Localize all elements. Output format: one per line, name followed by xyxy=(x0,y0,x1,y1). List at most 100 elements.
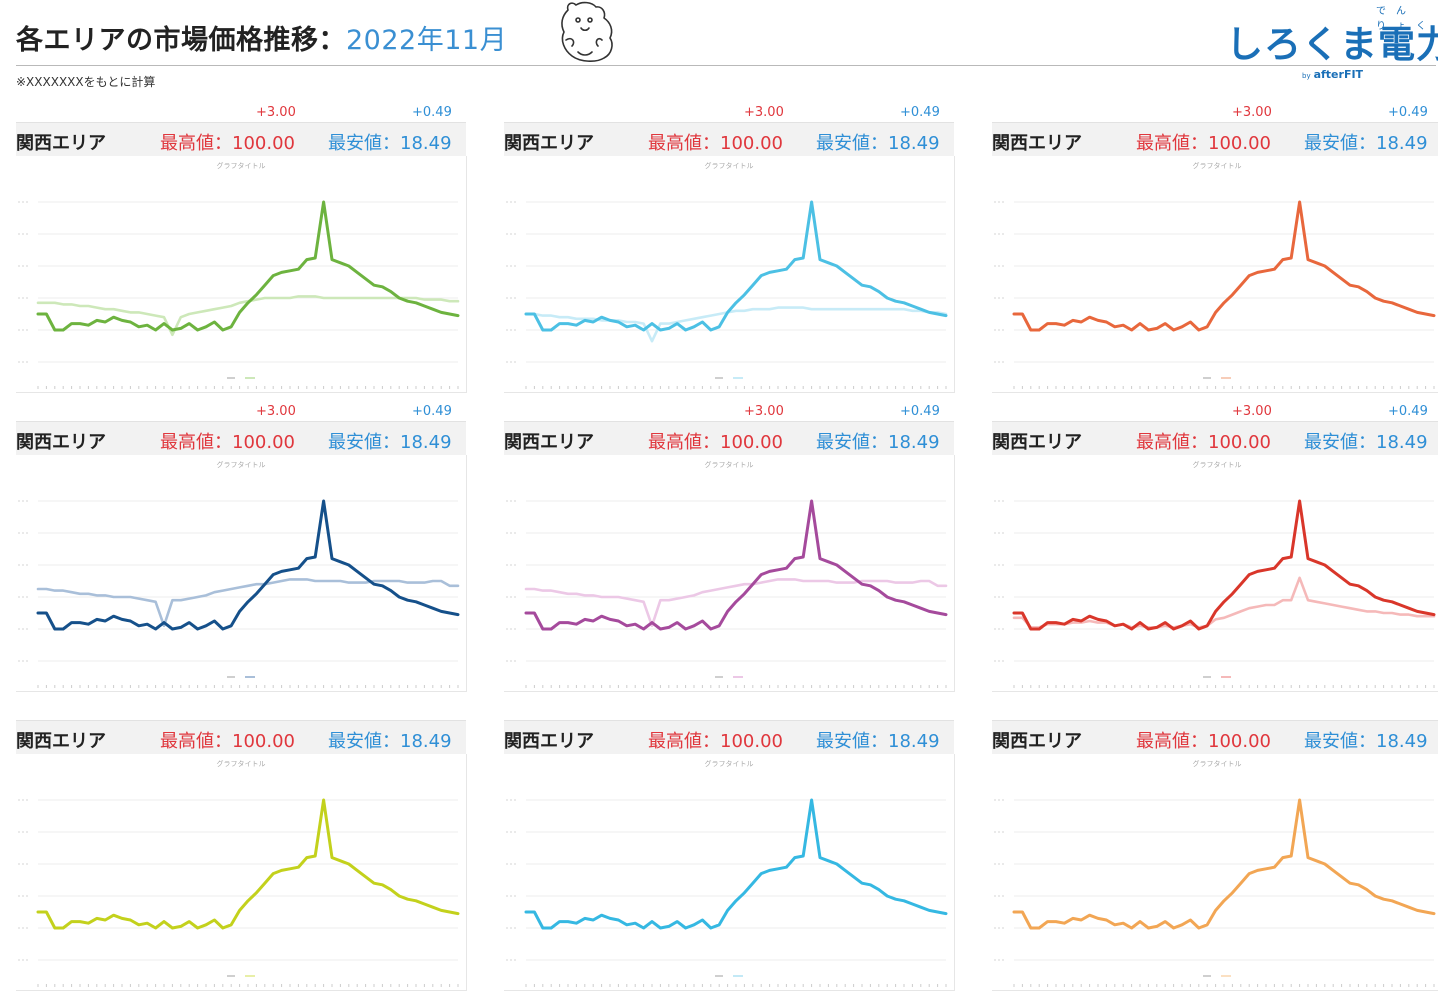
series-line-price xyxy=(1012,499,1436,631)
chart-title: グラフタイトル xyxy=(1193,460,1242,469)
series-line-price xyxy=(524,200,948,332)
min-value: 最安値：18.49 xyxy=(816,432,940,453)
chart-title: グラフタイトル xyxy=(1193,161,1242,170)
delta-down: +0.49 xyxy=(1388,105,1428,120)
line-chart: グラフタイトル xyxy=(994,759,1436,987)
chart-title: グラフタイトル xyxy=(1193,759,1242,768)
area-name: 関西エリア xyxy=(16,133,106,154)
panel-header: 関西エリア 最高値：100.00 最安値：18.49 xyxy=(504,421,954,456)
chart-title: グラフタイトル xyxy=(217,759,266,768)
series-line-reference xyxy=(36,578,460,628)
brand-logo: でん りょく しろくま電力 by afterFIT xyxy=(1226,6,1438,81)
chart-panel: 関西エリア 最高値：100.00 最安値：18.49 グラフタイトル xyxy=(504,720,955,991)
area-name: 関西エリア xyxy=(504,731,594,752)
delta-up: +3.00 xyxy=(256,404,296,419)
title-date: 2022年11月 xyxy=(346,25,508,56)
chart-panel: +3.00 +0.49 関西エリア 最高値：100.00 最安値：18.49 グラフタイト… xyxy=(504,105,955,393)
series-line-price xyxy=(524,499,948,631)
max-value: 最高値：100.00 xyxy=(160,731,295,752)
chart-title: グラフタイトル xyxy=(705,759,754,768)
delta-up: +3.00 xyxy=(1232,404,1272,419)
area-name: 関西エリア xyxy=(16,432,106,453)
chart-panel: +3.00 +0.49 関西エリア 最高値：100.00 最安値：18.49 グラフタイト… xyxy=(16,404,467,692)
delta-down: +0.49 xyxy=(412,105,452,120)
logo-text: しろくま電力 xyxy=(1226,23,1438,66)
max-value: 最高値：100.00 xyxy=(648,731,783,752)
line-chart: グラフタイトル xyxy=(18,161,460,389)
max-value: 最高値：100.00 xyxy=(160,133,295,154)
delta-down: +0.49 xyxy=(900,404,940,419)
area-name: 関西エリア xyxy=(504,133,594,154)
chart-panel: 関西エリア 最高値：100.00 最安値：18.49 グラフタイトル xyxy=(16,720,467,991)
line-chart: グラフタイトル xyxy=(18,460,460,688)
plot-area: グラフタイトル xyxy=(504,156,955,393)
area-name: 関西エリア xyxy=(992,432,1082,453)
series-line-price xyxy=(1012,798,1436,930)
series-line-reference xyxy=(524,578,948,628)
panel-header: 関西エリア 最高値：100.00 最安値：18.49 xyxy=(16,122,466,157)
delta-up: +3.00 xyxy=(744,105,784,120)
area-name: 関西エリア xyxy=(992,731,1082,752)
series-line-reference xyxy=(524,306,948,343)
plot-area: グラフタイトル xyxy=(16,156,467,393)
panel-header: 関西エリア 最高値：100.00 最安値：18.49 xyxy=(504,122,954,157)
area-name: 関西エリア xyxy=(16,731,106,752)
max-value: 最高値：100.00 xyxy=(160,432,295,453)
delta-up: +3.00 xyxy=(256,105,296,120)
chart-panel: +3.00 +0.49 関西エリア 最高値：100.00 最安値：18.49 グラフタイト… xyxy=(16,105,467,393)
plot-area: グラフタイトル xyxy=(992,754,1438,991)
chart-title: グラフタイトル xyxy=(217,161,266,170)
logo-subtitle: by afterFIT xyxy=(1302,68,1363,81)
series-line-price xyxy=(36,200,460,332)
header-divider xyxy=(16,65,1436,66)
panel-header: 関西エリア 最高値：100.00 最安値：18.49 xyxy=(16,720,466,755)
panel-header: 関西エリア 最高値：100.00 最安値：18.49 xyxy=(992,720,1438,755)
delta-up: +3.00 xyxy=(1232,105,1272,120)
panel-header: 関西エリア 最高値：100.00 最安値：18.49 xyxy=(992,421,1438,456)
logo-ruby: でん りょく xyxy=(1376,6,1436,32)
plot-area: グラフタイトル xyxy=(504,455,955,692)
series-line-price xyxy=(1012,200,1436,332)
polar-bear-icon xyxy=(561,1,613,62)
chart-title: グラフタイトル xyxy=(705,161,754,170)
chart-title: グラフタイトル xyxy=(705,460,754,469)
chart-panel: +3.00 +0.49 関西エリア 最高値：100.00 最安値：18.49 グラフタイト… xyxy=(992,404,1438,692)
max-value: 最高値：100.00 xyxy=(1136,731,1271,752)
min-value: 最安値：18.49 xyxy=(328,133,452,154)
min-value: 最安値：18.49 xyxy=(1304,432,1428,453)
series-line-price xyxy=(36,499,460,631)
delta-up: +3.00 xyxy=(744,404,784,419)
max-value: 最高値：100.00 xyxy=(648,133,783,154)
line-chart: グラフタイトル xyxy=(506,161,948,389)
min-value: 最安値：18.49 xyxy=(816,731,940,752)
delta-down: +0.49 xyxy=(1388,404,1428,419)
logo-company: afterFIT xyxy=(1313,68,1364,81)
max-value: 最高値：100.00 xyxy=(648,432,783,453)
min-value: 最安値：18.49 xyxy=(328,432,452,453)
logo-by: by xyxy=(1302,72,1311,80)
source-note: ※XXXXXXXをもとに計算 xyxy=(16,75,156,89)
plot-area: グラフタイトル xyxy=(16,754,467,991)
line-chart: グラフタイトル xyxy=(994,161,1436,389)
delta-down: +0.49 xyxy=(900,105,940,120)
series-line-reference xyxy=(1012,576,1436,629)
panel-header: 関西エリア 最高値：100.00 最安値：18.49 xyxy=(992,122,1438,157)
max-value: 最高値：100.00 xyxy=(1136,432,1271,453)
page-title: 各エリアの市場価格推移：2022年11月 xyxy=(16,18,507,57)
plot-area: グラフタイトル xyxy=(992,455,1438,692)
min-value: 最安値：18.49 xyxy=(328,731,452,752)
chart-panel: 関西エリア 最高値：100.00 最安値：18.49 グラフタイトル xyxy=(992,720,1438,991)
delta-down: +0.49 xyxy=(412,404,452,419)
plot-area: グラフタイトル xyxy=(16,455,467,692)
area-name: 関西エリア xyxy=(992,133,1082,154)
line-chart: グラフタイトル xyxy=(18,759,460,987)
area-name: 関西エリア xyxy=(504,432,594,453)
series-line-price xyxy=(36,798,460,930)
chart-panel: +3.00 +0.49 関西エリア 最高値：100.00 最安値：18.49 グラフタイト… xyxy=(992,105,1438,393)
plot-area: グラフタイトル xyxy=(992,156,1438,393)
chart-panel: +3.00 +0.49 関西エリア 最高値：100.00 最安値：18.49 グラフタイト… xyxy=(504,404,955,692)
min-value: 最安値：18.49 xyxy=(816,133,940,154)
chart-title: グラフタイトル xyxy=(217,460,266,469)
max-value: 最高値：100.00 xyxy=(1136,133,1271,154)
panel-header: 関西エリア 最高値：100.00 最安値：18.49 xyxy=(504,720,954,755)
